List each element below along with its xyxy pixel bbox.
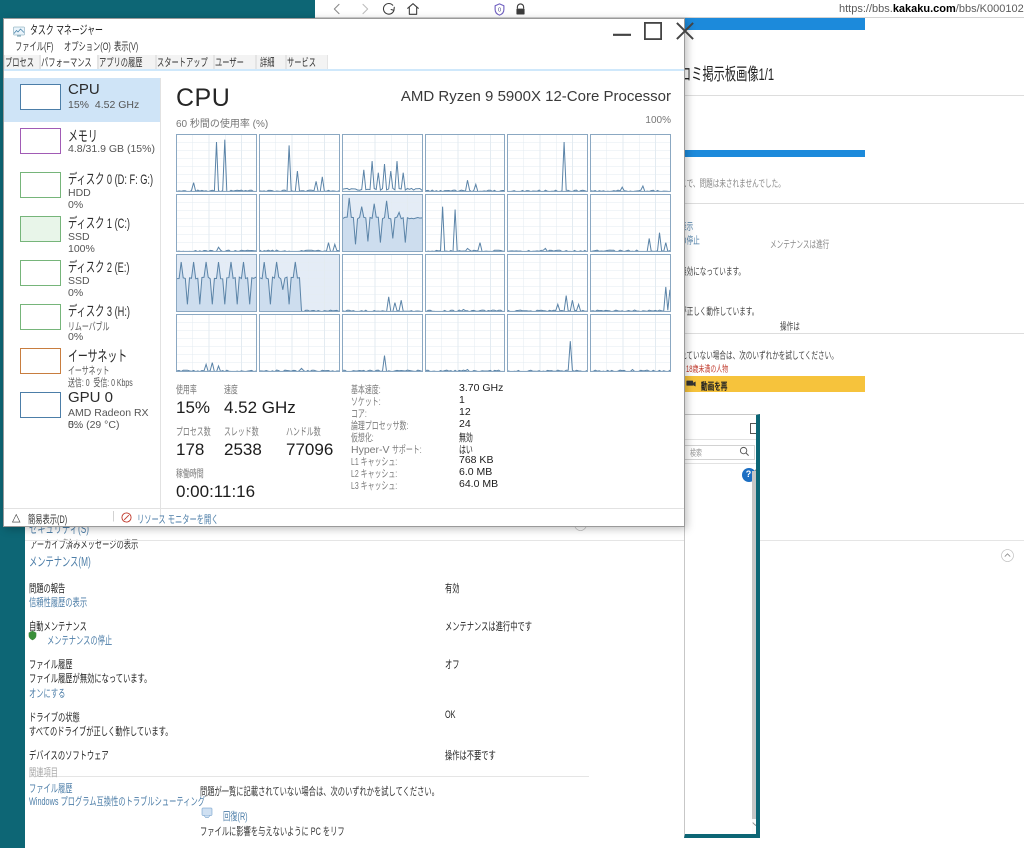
svg-text:0: 0	[498, 8, 501, 14]
